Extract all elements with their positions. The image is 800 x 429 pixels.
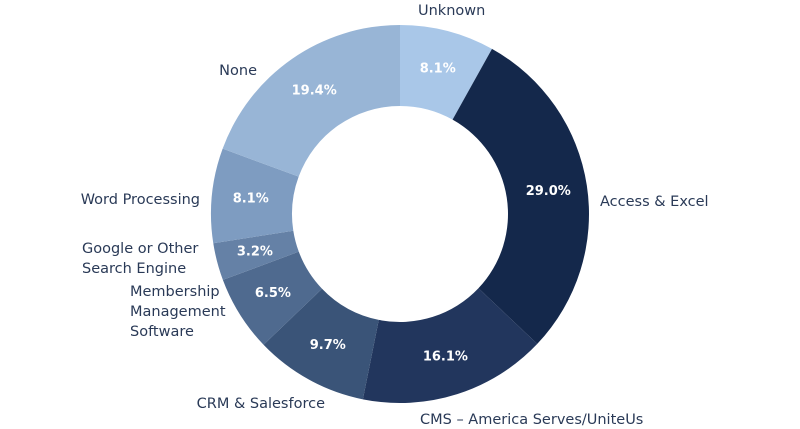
value-label-access-excel: 29.0% <box>526 184 571 199</box>
category-label-membership-management-software: Membership Management Software <box>130 284 226 340</box>
value-label-none: 19.4% <box>292 83 337 98</box>
value-label-cms-america-serves-uniteus: 16.1% <box>423 349 468 364</box>
category-label-google-or-other-search-engine: Google or Other Search Engine <box>82 241 198 277</box>
slice-word-processing <box>211 148 299 244</box>
value-label-word-processing: 8.1% <box>233 192 269 207</box>
category-label-none: None <box>219 63 257 79</box>
category-label-access-excel: Access & Excel <box>600 194 709 210</box>
slices-group <box>211 24 589 403</box>
value-label-unknown: 8.1% <box>420 61 456 76</box>
category-labels-group: Unknown Access & Excel CMS – America Serve… <box>81 3 709 428</box>
value-label-google-or-other-search-engine: 3.2% <box>237 244 273 259</box>
slice-cms-america-serves-uniteus <box>362 288 538 403</box>
category-label-word-processing: Word Processing <box>81 192 200 208</box>
value-label-membership-management-software: 6.5% <box>255 286 291 301</box>
value-label-crm-salesforce: 9.7% <box>310 338 346 353</box>
category-label-crm-salesforce: CRM & Salesforce <box>197 396 325 412</box>
slice-none <box>222 24 400 177</box>
category-label-cms-america-serves-uniteus: CMS – America Serves/UniteUs <box>420 412 643 428</box>
slice-google-or-other-search-engine <box>213 230 299 280</box>
slice-crm-salesforce <box>263 288 379 400</box>
slice-membership-management-software <box>222 251 323 345</box>
slice-access-excel <box>452 48 589 344</box>
category-label-unknown: Unknown <box>418 3 485 19</box>
slice-unknown <box>400 25 493 120</box>
value-labels-group: 8.1% 29.0% 16.1% 9.7% 6.5% 3.2% 8.1% 19.4% <box>233 61 571 364</box>
